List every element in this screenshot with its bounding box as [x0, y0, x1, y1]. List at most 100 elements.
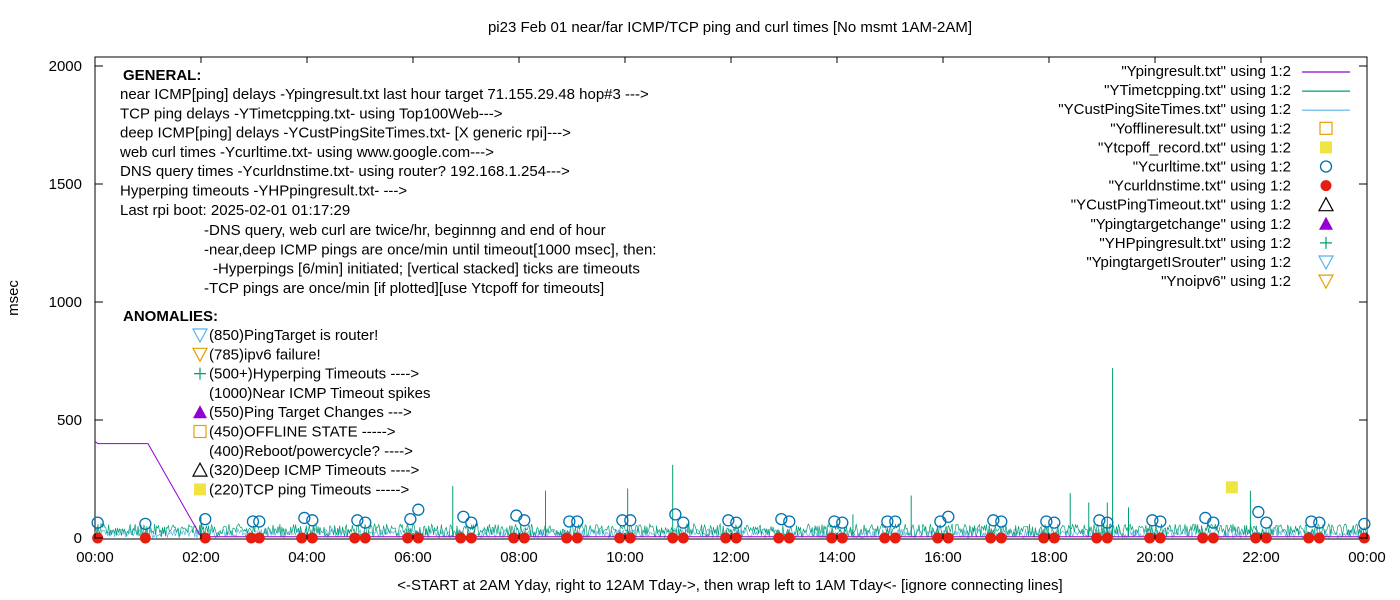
data-point [667, 532, 679, 544]
x-tick-label: 00:00 [1348, 549, 1386, 566]
general-line: DNS query times -Ycurldnstime.txt- using… [120, 163, 570, 180]
x-tick-label: 16:00 [924, 549, 962, 566]
legend-label: "YCustPingTimeout.txt" using 1:2 [1071, 197, 1291, 214]
legend-label: "YTimetcpping.txt" using 1:2 [1104, 82, 1291, 99]
data-point [457, 510, 470, 523]
general-note: -near,deep ICMP pings are once/min until… [204, 241, 656, 258]
data-point [985, 532, 997, 544]
data-point [1048, 532, 1060, 544]
data-point [995, 532, 1007, 544]
axes-layer: 00:00 02:00 04:00 06:00 08:00 10:00 12:00 14:00… [49, 57, 1386, 566]
anomaly-item: (220)TCP ping Timeouts -----> [209, 481, 409, 498]
x-tick-label: 08:00 [500, 549, 538, 566]
data-point [349, 532, 361, 544]
data-point [624, 532, 636, 544]
x-tick-label: 00:00 [76, 549, 114, 566]
data-point [1252, 505, 1265, 519]
anomaly-item: (500+)Hyperping Timeouts ----> [209, 366, 419, 383]
legend-swatch [1319, 216, 1333, 230]
chart-title: pi23 Feb 01 near/far ICMP/TCP ping and c… [488, 19, 972, 36]
data-point [1207, 532, 1219, 544]
data-point [306, 514, 319, 527]
data-point [932, 532, 944, 544]
data-point [465, 532, 477, 544]
data-point [616, 514, 629, 527]
legend-label: "YpingtargetISrouter" using 1:2 [1086, 254, 1291, 271]
general-note: -DNS query, web curl are twice/hr, begin… [204, 222, 606, 239]
series-layer [91, 368, 1371, 544]
data-point [1038, 532, 1050, 544]
anomaly-item: (1000)Near ICMP Timeout spikes [209, 385, 430, 402]
data-point [836, 532, 848, 544]
anomaly-symbol [191, 461, 209, 477]
data-point [783, 532, 795, 544]
data-point [1303, 532, 1315, 544]
anomaly-symbol [194, 483, 206, 496]
data-point [91, 516, 104, 529]
data-point [836, 516, 849, 529]
legend-swatch [1320, 236, 1332, 249]
data-point [412, 532, 424, 544]
legend-swatch [1317, 196, 1335, 212]
anomaly-item: (320)Deep ICMP Timeouts ----> [209, 462, 419, 479]
legend-swatch [1317, 274, 1335, 290]
anomaly-symbol [193, 424, 207, 439]
data-point [1305, 515, 1318, 528]
data-point [1146, 514, 1159, 527]
data-point [199, 532, 211, 544]
data-point [404, 512, 417, 526]
data-point [465, 516, 478, 529]
general-line: near ICMP[ping] delays -Ypingresult.txt … [120, 86, 649, 103]
x-tick-label: 12:00 [712, 549, 750, 566]
legend-label: "Ynoipv6" using 1:2 [1161, 273, 1291, 290]
legend-label: "YCustPingSiteTimes.txt" using 1:2 [1058, 101, 1291, 118]
data-point [1260, 532, 1272, 544]
y-tick-label: 0 [74, 530, 82, 547]
data-point [730, 516, 743, 529]
data-point [1040, 515, 1053, 528]
legend-swatch [1320, 141, 1332, 154]
series-ytimetcpping [94, 522, 1368, 539]
anomaly-item: (850)PingTarget is router! [209, 327, 378, 344]
x-tick-label: 18:00 [1030, 549, 1068, 566]
data-point [508, 532, 520, 544]
data-point [561, 532, 573, 544]
annotation-layer: GENERAL: near ICMP[ping] delays -Ypingres… [119, 67, 656, 498]
data-point [245, 532, 257, 544]
x-tick-label: 22:00 [1242, 549, 1280, 566]
data-point [614, 532, 626, 544]
data-point [139, 532, 151, 544]
general-line: deep ICMP[ping] delays -YCustPingSiteTim… [120, 125, 571, 142]
data-point [246, 515, 260, 528]
data-point [1093, 514, 1106, 527]
data-point [510, 509, 523, 522]
anomaly-symbol [194, 367, 206, 380]
y-tick-label: 500 [57, 412, 82, 429]
data-point [889, 515, 902, 528]
data-point [1225, 481, 1238, 494]
data-point [677, 516, 690, 529]
data-point [298, 511, 311, 525]
data-point [571, 515, 584, 528]
data-point [995, 515, 1008, 528]
legend: "Ypingresult.txt" using 1:2 "YTimetcpping… [1058, 63, 1350, 290]
anomaly-item: (785)ipv6 failure! [209, 346, 321, 363]
legend-label: "YHPpingresult.txt" using 1:2 [1099, 235, 1291, 252]
x-axis-label: <-START at 2AM Yday, right to 12AM Tday-… [397, 577, 1062, 594]
data-point [1358, 517, 1371, 530]
data-point [571, 532, 583, 544]
data-point [412, 503, 425, 516]
data-point [455, 532, 467, 544]
legend-label: "Ypingtargetchange" using 1:2 [1090, 216, 1291, 233]
data-point [1048, 516, 1061, 529]
data-point [722, 514, 735, 527]
x-tick-label: 10:00 [606, 549, 644, 566]
data-point [1144, 532, 1156, 544]
data-point [199, 512, 212, 526]
data-point [296, 532, 308, 544]
legend-label: "Ycurltime.txt" using 1:2 [1133, 159, 1291, 176]
anomaly-symbol [191, 347, 209, 363]
data-point [881, 515, 894, 528]
data-point [942, 532, 954, 544]
data-point [1260, 516, 1273, 529]
